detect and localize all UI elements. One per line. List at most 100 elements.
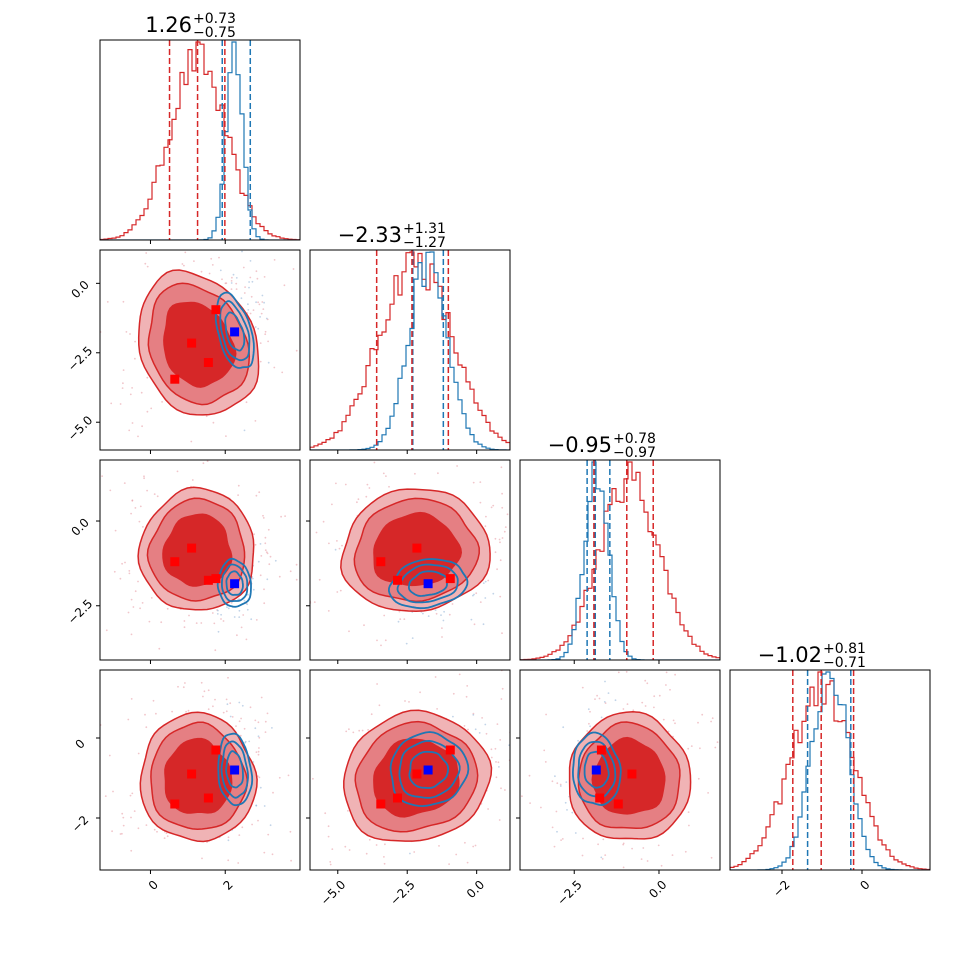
marker-a-0-3-1 xyxy=(376,799,386,809)
title-minus-0: −0.75 xyxy=(193,25,236,41)
marker-a-3-3-1 xyxy=(445,745,455,755)
histogram-posterior-a-0 xyxy=(100,41,300,240)
contour-panel-3-1 xyxy=(309,669,511,871)
panel-title-3: −1.02 +0.81−0.71 xyxy=(758,641,866,671)
title-plus-2: +0.78 xyxy=(613,431,656,447)
xtick-label-2-0: −2.5 xyxy=(554,878,585,909)
contour-panel-2-0 xyxy=(99,459,301,661)
title-plus-0: +0.73 xyxy=(193,11,236,27)
contour-b-2-1-0 xyxy=(214,291,255,369)
title-minus-1: −1.27 xyxy=(403,235,446,251)
contour-b-1-2-1 xyxy=(396,563,459,604)
ytick-label-1-0: −5.0 xyxy=(65,413,96,444)
histogram-posterior-b-2 xyxy=(520,461,720,660)
contour-frame-3-1 xyxy=(309,669,511,871)
histogram-posterior-b-3 xyxy=(730,671,930,870)
contour-b-0-3-0 xyxy=(225,750,244,789)
ytick-label-2-0: −2.5 xyxy=(65,597,96,628)
histogram-posterior-b-1 xyxy=(310,251,510,450)
title-median-1: −2.33 xyxy=(338,223,402,247)
marker-a-0-3-2 xyxy=(613,799,623,809)
contour-panel-1-0 xyxy=(99,249,301,451)
contour-b-1-3-0 xyxy=(220,740,249,799)
contour-a-inner-3-0 xyxy=(164,737,233,814)
ytick-label-1-2: 0.0 xyxy=(69,278,92,301)
panel-title-2: −0.95 +0.78−0.97 xyxy=(548,431,656,461)
ytick-label-3-1: 0 xyxy=(73,736,88,751)
marker-a-0-2-1 xyxy=(376,557,386,567)
title-minus-2: −0.97 xyxy=(613,445,656,461)
contour-b-0-2-0 xyxy=(225,570,244,596)
marker-a-1-3-0 xyxy=(187,769,197,779)
xtick-label-2-1: 0.0 xyxy=(646,878,669,901)
marker-b-3-1 xyxy=(423,765,433,775)
contour-frame-2-0 xyxy=(99,459,301,661)
ytick-label-3-0: −2 xyxy=(69,813,91,835)
contour-b-2-2-1 xyxy=(387,558,469,610)
contour-frame-3-2 xyxy=(519,669,721,871)
marker-a-1-2-1 xyxy=(412,543,422,553)
marker-a-3-3-0 xyxy=(211,745,221,755)
xtick-label-0-1: 2 xyxy=(221,878,236,893)
contour-b-0-2-1 xyxy=(407,570,448,597)
xtick-label-1-0: −5.0 xyxy=(318,878,349,909)
contour-panel-3-0 xyxy=(99,669,301,871)
marker-a-3-1-0 xyxy=(211,305,221,315)
marker-b-1-0 xyxy=(230,327,240,337)
xtick-label-1-1: −2.5 xyxy=(387,878,418,909)
ytick-label-2-1: 0.0 xyxy=(69,515,92,538)
marker-a-3-3-2 xyxy=(596,745,606,755)
marker-a-0-3-0 xyxy=(170,799,180,809)
histogram-frame-0 xyxy=(99,39,301,241)
histogram-panel-0: 1.26 +0.73−0.75 xyxy=(99,11,301,241)
contour-b-2-3-2 xyxy=(571,731,622,807)
contour-b-2-3-0 xyxy=(217,732,254,807)
marker-a-2-3-0 xyxy=(203,793,213,803)
contour-frame-3-0 xyxy=(99,669,301,871)
panel-title-0: 1.26 +0.73−0.75 xyxy=(145,11,236,41)
title-median-2: −0.95 xyxy=(548,433,612,457)
title-minus-3: −0.71 xyxy=(823,655,866,671)
contour-b-2-2-0 xyxy=(216,557,252,608)
ytick-label-1-1: −2.5 xyxy=(65,344,96,375)
title-median-0: 1.26 xyxy=(145,13,192,37)
histogram-panel-1: −2.33 +1.31−1.27 xyxy=(309,221,511,451)
contour-b-1-1-0 xyxy=(219,300,251,362)
marker-a-0-1-0 xyxy=(170,374,180,384)
histogram-panel-3: −1.02 +0.81−0.71 xyxy=(729,641,931,871)
contour-panel-3-2 xyxy=(519,669,721,871)
marker-a-1-3-2 xyxy=(627,769,637,779)
histogram-posterior-a-3 xyxy=(730,671,930,870)
title-median-3: −1.02 xyxy=(758,643,822,667)
contour-frame-2-1 xyxy=(309,459,511,661)
xtick-label-1-2: 0.0 xyxy=(464,878,487,901)
marker-b-3-2 xyxy=(591,765,601,775)
marker-a-3-2-0 xyxy=(211,574,221,584)
histogram-frame-3 xyxy=(729,669,931,871)
marker-b-2-0 xyxy=(230,579,240,589)
histogram-frame-2 xyxy=(519,459,721,661)
histogram-posterior-a-2 xyxy=(520,461,720,660)
title-plus-1: +1.31 xyxy=(403,221,446,237)
xtick-label-0-0: 0 xyxy=(146,878,161,893)
marker-a-1-1-0 xyxy=(187,338,197,348)
marker-a-2-1-0 xyxy=(203,358,213,367)
marker-a-2-3-1 xyxy=(393,793,402,803)
xtick-label-3-0: −2 xyxy=(770,878,792,900)
histogram-posterior-b-0 xyxy=(100,41,300,240)
histogram-posterior-a-1 xyxy=(310,251,510,450)
xtick-label-3-1: 0 xyxy=(857,878,872,893)
marker-b-3-0 xyxy=(230,765,240,775)
contour-b-0-1-0 xyxy=(224,311,246,352)
contour-frame-1-0 xyxy=(99,249,301,451)
contour-a-inner-1-0 xyxy=(163,301,237,388)
marker-a-3-2-1 xyxy=(445,574,455,584)
marker-b-2-1 xyxy=(423,579,433,589)
marker-a-2-2-1 xyxy=(393,575,402,585)
contour-panel-2-1 xyxy=(309,459,511,661)
histogram-panel-2: −0.95 +0.78−0.97 xyxy=(519,431,721,661)
panel-title-1: −2.33 +1.31−1.27 xyxy=(338,221,446,251)
contour-b-1-3-1 xyxy=(398,739,461,799)
histogram-frame-1 xyxy=(309,249,511,451)
contour-b-2-3-1 xyxy=(389,731,470,808)
